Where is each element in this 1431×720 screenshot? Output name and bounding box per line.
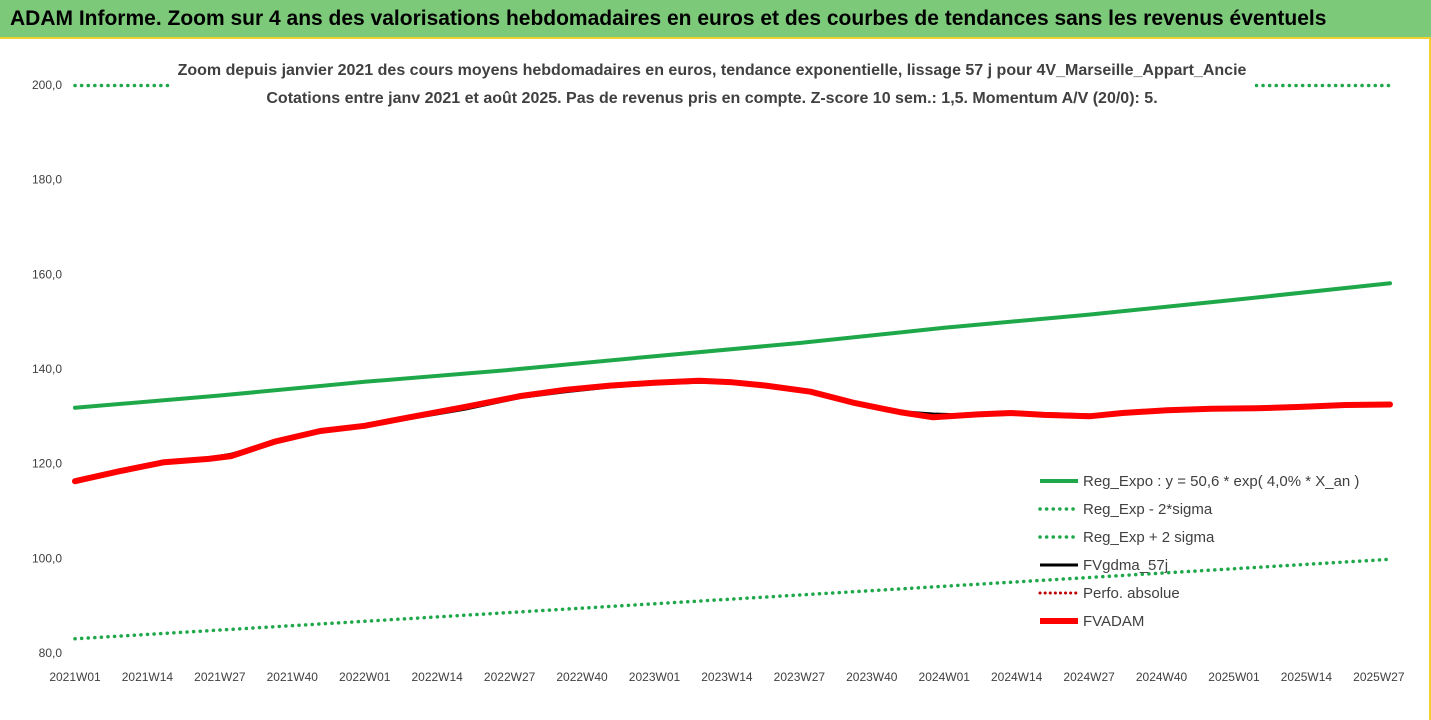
chart-title: Zoom depuis janvier 2021 des cours moyen… [178, 62, 1247, 79]
chart-legend: Reg_Expo : y = 50,6 * exp( 4,0% * X_an )… [1038, 473, 1359, 630]
x-tick-label: 2021W40 [267, 670, 319, 684]
report-banner-title: ADAM Informe. Zoom sur 4 ans des valoris… [0, 0, 1431, 37]
x-tick-label: 2022W40 [556, 670, 608, 684]
legend-label-fvgdma-57j: FVgdma_57j [1083, 557, 1168, 574]
series-line-fvadam [72, 377, 1393, 485]
x-tick-label: 2024W27 [1063, 670, 1115, 684]
x-tick-label: 2025W27 [1353, 670, 1405, 684]
y-tick-label: 140,0 [32, 362, 62, 376]
series-layer [72, 83, 1393, 641]
x-tick-label: 2023W14 [701, 670, 753, 684]
x-tick-label: 2022W27 [484, 670, 536, 684]
x-tick-label: 2025W01 [1208, 670, 1260, 684]
x-tick-label: 2023W27 [774, 670, 826, 684]
chart-title-background [170, 52, 1255, 116]
y-tick-label: 200,0 [32, 78, 62, 92]
series-line-reg-expo-y-50-6-exp-4-0-x-an [73, 281, 1392, 410]
legend-label-fvadam: FVADAM [1083, 613, 1144, 630]
y-axis: 80,0 100,0 120,0 140,0 160,0 180,0 200,0 [32, 78, 62, 660]
legend-label-perfo-absolue: Perfo. absolue [1083, 585, 1180, 602]
x-tick-label: 2022W01 [339, 670, 391, 684]
x-tick-label: 2025W14 [1281, 670, 1333, 684]
legend-label-reg-exp-2-sigma: Reg_Exp + 2 sigma [1083, 529, 1215, 546]
x-tick-label: 2023W40 [846, 670, 898, 684]
x-axis: 2021W01 2021W14 2021W27 2021W40 2022W01 2022W… [49, 670, 1405, 684]
x-tick-label: 2024W14 [991, 670, 1043, 684]
legend-label-reg-expo-y-50-6-exp-4-0-x-an: Reg_Expo : y = 50,6 * exp( 4,0% * X_an ) [1083, 473, 1359, 490]
x-tick-label: 2021W27 [194, 670, 246, 684]
y-tick-label: 80,0 [39, 646, 63, 660]
chart-subtitle: Cotations entre janv 2021 et août 2025. … [266, 90, 1157, 107]
y-tick-label: 120,0 [32, 457, 62, 471]
legend-label-reg-exp-2-sigma: Reg_Exp - 2*sigma [1083, 501, 1213, 518]
x-tick-label: 2021W14 [122, 670, 174, 684]
x-tick-label: 2021W01 [49, 670, 101, 684]
chart-frame [0, 37, 1431, 720]
y-tick-label: 180,0 [32, 173, 62, 187]
x-tick-label: 2023W01 [629, 670, 681, 684]
y-tick-label: 160,0 [32, 267, 62, 281]
x-tick-label: 2024W01 [919, 670, 971, 684]
series-line-reg-exp-2-sigma [73, 557, 1392, 641]
x-tick-label: 2024W40 [1136, 670, 1188, 684]
series-line-fvgdma-57j [73, 380, 1392, 483]
y-tick-label: 100,0 [32, 551, 62, 565]
x-tick-label: 2022W14 [411, 670, 463, 684]
